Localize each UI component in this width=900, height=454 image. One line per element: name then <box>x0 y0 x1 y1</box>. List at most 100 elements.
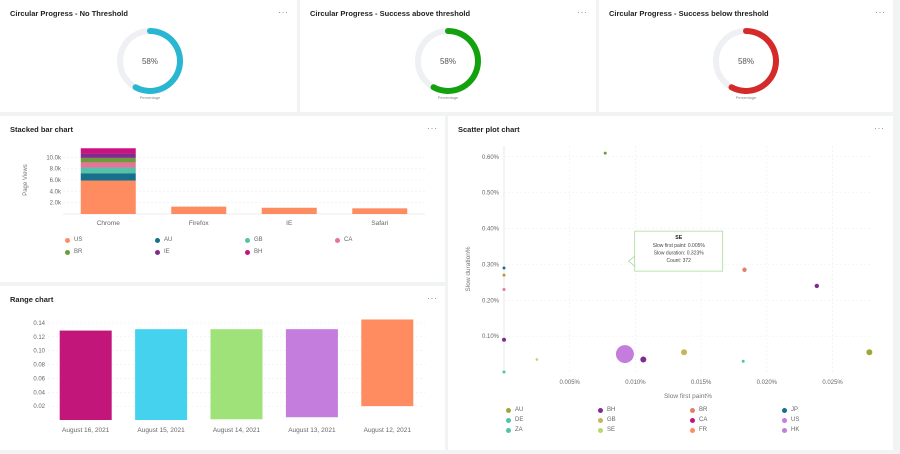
progress-value: 58% <box>440 57 456 66</box>
y-tick-label: 6.0k <box>50 178 62 184</box>
scatter-point <box>535 358 539 361</box>
legend-swatch <box>245 249 250 255</box>
x-tick-label: Safari <box>371 220 388 227</box>
more-options-button[interactable]: ··· <box>875 7 886 17</box>
scatter-point <box>742 267 747 272</box>
x-tick-label: Firefox <box>189 220 210 227</box>
range-chart-card: Range chart ··· 0.02 0.04 0.06 0.08 0.10 0.12… <box>0 286 445 450</box>
legend-swatch <box>65 237 70 243</box>
y-tick-label: 0.20% <box>482 298 500 304</box>
progress-sublabel: Percentage <box>736 95 757 100</box>
progress-arc <box>728 28 779 94</box>
scatter-point <box>502 287 506 291</box>
legend-label: BR <box>74 249 83 255</box>
legend-item[interactable]: BR <box>65 249 82 255</box>
more-options-button[interactable]: ··· <box>427 293 438 303</box>
bar-segment-au <box>80 173 136 181</box>
circular-progress: 58% Percentage <box>117 28 183 100</box>
progress-arc <box>132 28 183 94</box>
scatter-point <box>502 266 506 270</box>
legend-swatch <box>782 417 787 423</box>
y-axis-label: Page Views <box>23 164 29 196</box>
legend-label: CA <box>699 417 708 423</box>
legend-item[interactable]: US <box>65 237 82 243</box>
legend-label: US <box>74 237 83 243</box>
more-options-button[interactable]: ··· <box>278 7 289 17</box>
legend-swatch <box>598 427 603 433</box>
legend-swatch <box>506 427 511 433</box>
scatter-point <box>502 273 506 277</box>
bar-segment-us <box>171 206 227 214</box>
legend-item[interactable]: BH <box>598 407 615 413</box>
legend-item[interactable]: BR <box>690 407 707 413</box>
legend-item[interactable]: GB <box>598 417 616 423</box>
legend-item[interactable]: BH <box>245 249 262 255</box>
range-bar <box>135 329 188 420</box>
legend-item[interactable]: AU <box>155 237 172 243</box>
card-title: Stacked bar chart <box>10 125 73 134</box>
y-tick-label: 0.02 <box>33 404 45 410</box>
legend-label: AU <box>515 407 524 413</box>
legend-item[interactable]: US <box>782 417 799 423</box>
x-axis-label: Slow first paint% <box>664 393 712 400</box>
legend-item[interactable]: FR <box>690 427 707 433</box>
scatter-point <box>640 356 647 363</box>
legend-item[interactable]: AU <box>506 407 523 413</box>
legend-swatch <box>155 249 160 255</box>
legend-item[interactable]: CA <box>690 417 707 423</box>
legend-label: BH <box>607 407 616 413</box>
bar-segment-us <box>352 208 408 214</box>
legend-label: BH <box>254 249 263 255</box>
stacked-bar-card: Stacked bar chart ··· Page Views 2.0k 4.0k… <box>0 116 445 282</box>
card-title: Circular Progress - No Threshold <box>10 9 128 18</box>
circular-card-2: Circular Progress - Success above thresh… <box>300 0 596 112</box>
legend-label: GB <box>254 237 263 243</box>
y-tick-label: 0.08 <box>33 363 45 369</box>
y-tick-label: 0.14 <box>33 321 45 327</box>
progress-value: 58% <box>142 57 158 66</box>
x-tick-label: 0.015% <box>691 380 712 386</box>
legend-swatch <box>506 407 511 413</box>
circular-card-3: Circular Progress - Success below thresh… <box>599 0 893 112</box>
range-bar <box>59 330 112 420</box>
legend-item[interactable]: CA <box>335 237 352 243</box>
progress-value: 58% <box>738 57 754 66</box>
legend-item[interactable]: JP <box>782 407 798 413</box>
x-tick-label: 0.025% <box>822 380 843 386</box>
y-tick-label: 4.0k <box>50 189 62 195</box>
legend-item[interactable]: GB <box>245 237 263 243</box>
legend-swatch <box>155 237 160 243</box>
y-tick-label: 0.40% <box>482 227 500 233</box>
range-bar <box>361 319 414 407</box>
legend-label: IE <box>164 249 170 255</box>
legend-label: GB <box>607 417 616 423</box>
legend-label: CA <box>344 237 353 243</box>
legend-item[interactable]: ZA <box>506 427 523 433</box>
legend-swatch <box>782 427 787 433</box>
x-tick-label: August 12, 2021 <box>364 427 412 434</box>
more-options-button[interactable]: ··· <box>427 123 438 133</box>
legend-item[interactable]: IE <box>155 249 170 255</box>
bar-segment-gb <box>80 167 136 174</box>
scatter-point <box>502 370 506 374</box>
legend-swatch <box>690 427 695 433</box>
card-title: Range chart <box>10 295 54 304</box>
legend-label: AU <box>164 237 173 243</box>
legend-item[interactable]: SE <box>598 427 615 433</box>
x-tick-label: Chrome <box>97 220 121 227</box>
circular-card-1: Circular Progress - No Threshold ··· 58%… <box>0 0 297 112</box>
legend-swatch <box>506 417 511 423</box>
progress-sublabel: Percentage <box>140 95 161 100</box>
y-tick-label: 0.10 <box>33 349 45 355</box>
bar-segment-us <box>80 180 136 214</box>
legend-swatch <box>245 237 250 243</box>
y-tick-label: 2.0k <box>50 201 62 207</box>
legend-item[interactable]: DE <box>506 417 523 423</box>
legend-label: ZA <box>515 427 523 433</box>
legend-item[interactable]: HK <box>782 427 799 433</box>
more-options-button[interactable]: ··· <box>577 7 588 17</box>
x-tick-label: 0.005% <box>560 380 581 386</box>
more-options-button[interactable]: ··· <box>874 123 885 133</box>
scatter-point <box>741 359 745 363</box>
scatter-point <box>681 349 688 356</box>
